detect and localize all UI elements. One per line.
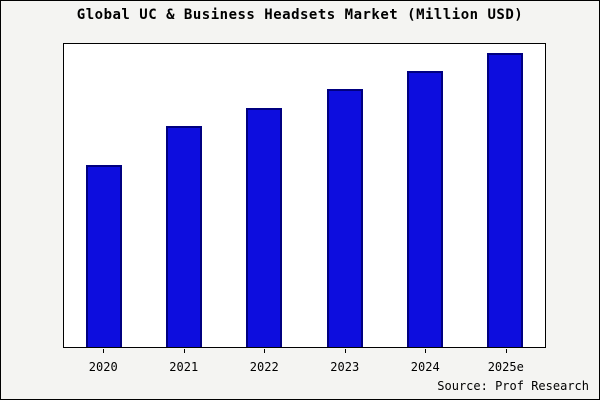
- x-tick-2020: [103, 349, 105, 353]
- bar-slot-2021: [144, 44, 224, 347]
- x-label-2021: 2021: [169, 360, 199, 374]
- x-label-slot-2025e: 2025e: [466, 349, 547, 375]
- bar-2022: [246, 107, 283, 347]
- x-label-2020: 2020: [88, 360, 118, 374]
- chart-title: Global UC & Business Headsets Market (Mi…: [76, 7, 524, 23]
- bar-2023: [326, 89, 363, 347]
- bar-slot-2023: [305, 44, 385, 347]
- source-credit: Source: Prof Research: [437, 379, 589, 393]
- x-label-slot-2023: 2023: [305, 349, 386, 375]
- x-axis-labels: 2020 2021 2022 2023 2024 2025e: [63, 349, 546, 375]
- bar-2020: [86, 165, 123, 347]
- bar-slot-2020: [64, 44, 144, 347]
- bar-slot-2025e: [465, 44, 545, 347]
- x-tick-2023: [344, 349, 346, 353]
- bar-series: [64, 44, 545, 347]
- x-label-2022: 2022: [249, 360, 279, 374]
- x-label-2023: 2023: [330, 360, 360, 374]
- bar-2021: [166, 125, 203, 347]
- x-label-2025e: 2025e: [487, 360, 524, 374]
- bar-slot-2022: [224, 44, 304, 347]
- x-label-slot-2022: 2022: [224, 349, 305, 375]
- x-tick-2024: [425, 349, 427, 353]
- bar-2024: [406, 71, 443, 347]
- x-label-slot-2021: 2021: [144, 349, 225, 375]
- x-label-slot-2020: 2020: [63, 349, 144, 375]
- x-label-slot-2024: 2024: [385, 349, 466, 375]
- x-tick-2025e: [505, 349, 507, 353]
- x-label-2024: 2024: [410, 360, 440, 374]
- bar-slot-2024: [385, 44, 465, 347]
- plot-area: [63, 43, 546, 348]
- x-tick-2022: [264, 349, 266, 353]
- bar-2025e: [486, 53, 523, 347]
- x-tick-2021: [183, 349, 185, 353]
